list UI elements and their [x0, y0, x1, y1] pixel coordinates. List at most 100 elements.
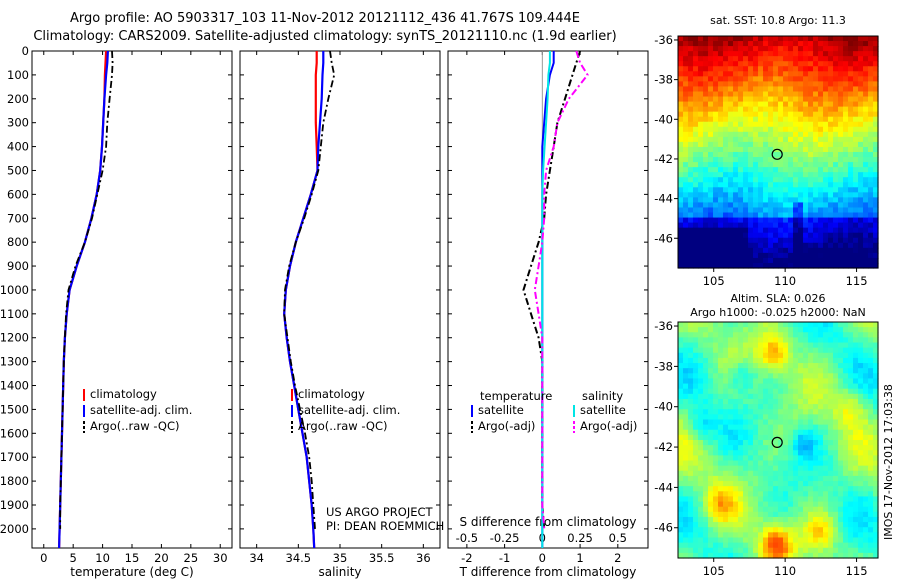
map-cell [763, 414, 769, 421]
map-cell [698, 146, 704, 153]
map-cell [788, 146, 794, 153]
map-cell [818, 398, 824, 405]
map-cell [708, 202, 714, 209]
map-cell [713, 332, 719, 338]
map-cell [778, 332, 784, 338]
map-cell [803, 262, 809, 269]
map-cell [678, 393, 684, 400]
map-cell [778, 496, 784, 503]
map-cell [858, 121, 864, 128]
map-cell [798, 501, 804, 508]
map-cell [858, 481, 864, 487]
map-cell [743, 182, 749, 188]
map-cell [773, 383, 779, 390]
map-cell [808, 332, 814, 338]
map-cell [783, 332, 789, 338]
map-cell [863, 419, 869, 426]
map-cell [713, 378, 719, 385]
map-cell [803, 404, 809, 410]
map-cell [728, 511, 734, 518]
map-cell [698, 136, 704, 143]
map-cell [813, 126, 819, 133]
map-cell [788, 393, 794, 400]
map-cell [758, 352, 764, 359]
map-cell [753, 46, 759, 52]
map-cell [818, 202, 824, 209]
map-cell [748, 212, 754, 219]
map-cell [873, 332, 879, 338]
map-cell [683, 552, 689, 559]
map-cell [828, 465, 834, 472]
map-cell [718, 393, 724, 400]
map-cell [713, 96, 719, 103]
map-cell [723, 61, 729, 67]
map-cell [803, 232, 809, 239]
map-cell [798, 373, 804, 380]
map-cell [763, 352, 769, 359]
map-cell [873, 506, 879, 513]
map-cell [823, 76, 829, 82]
map-cell [693, 207, 699, 214]
map-cell [768, 126, 774, 133]
map-cell [733, 363, 739, 369]
map-cell [778, 141, 784, 148]
map-cell [803, 450, 809, 456]
map-cell [763, 404, 769, 410]
map-cell [778, 202, 784, 209]
map-cell [683, 470, 689, 477]
map-cell [783, 511, 789, 518]
map-cell [838, 522, 844, 528]
map-cell [758, 247, 764, 254]
map-cell [858, 414, 864, 421]
map-cell [698, 522, 704, 528]
map-cell [773, 172, 779, 178]
map-cell [733, 167, 739, 173]
lon-tick-label: 105 [703, 274, 725, 288]
map-cell [788, 527, 794, 533]
map-cell [753, 445, 759, 451]
map-cell [753, 322, 759, 328]
map-cell [763, 363, 769, 369]
map-cell [743, 121, 749, 128]
map-cell [808, 172, 814, 178]
map-cell [743, 116, 749, 123]
map-cell [723, 197, 729, 204]
map-cell [703, 157, 709, 163]
map-cell [763, 232, 769, 239]
map-cell [818, 424, 824, 431]
map-cell [808, 192, 814, 198]
map-cell [693, 262, 699, 269]
map-cell [763, 542, 769, 549]
map-cell [798, 182, 804, 188]
map-cell [823, 455, 829, 462]
map-cell [748, 76, 754, 82]
map-cell [868, 207, 874, 214]
map-cell [858, 332, 864, 338]
map-cell [788, 91, 794, 98]
map-cell [793, 516, 799, 523]
map-cell [763, 131, 769, 138]
map-cell [738, 51, 744, 57]
map-cell [803, 527, 809, 533]
map-cell [873, 486, 879, 492]
map-cell [683, 342, 689, 349]
map-cell [848, 527, 854, 533]
map-cell [768, 121, 774, 128]
map-cell [868, 36, 874, 42]
map-cell [818, 131, 824, 138]
map-cell [788, 378, 794, 385]
map-cell [708, 511, 714, 518]
map-cell [738, 506, 744, 513]
map-cell [678, 232, 684, 239]
map-cell [753, 121, 759, 128]
map-cell [818, 76, 824, 82]
map-cell [788, 434, 794, 441]
map-cell [803, 465, 809, 472]
map-cell [713, 527, 719, 533]
map-cell [853, 388, 859, 395]
map-cell [678, 227, 684, 234]
map-cell [698, 182, 704, 188]
map-cell [698, 232, 704, 239]
map-cell [848, 262, 854, 269]
map-cell [858, 126, 864, 133]
